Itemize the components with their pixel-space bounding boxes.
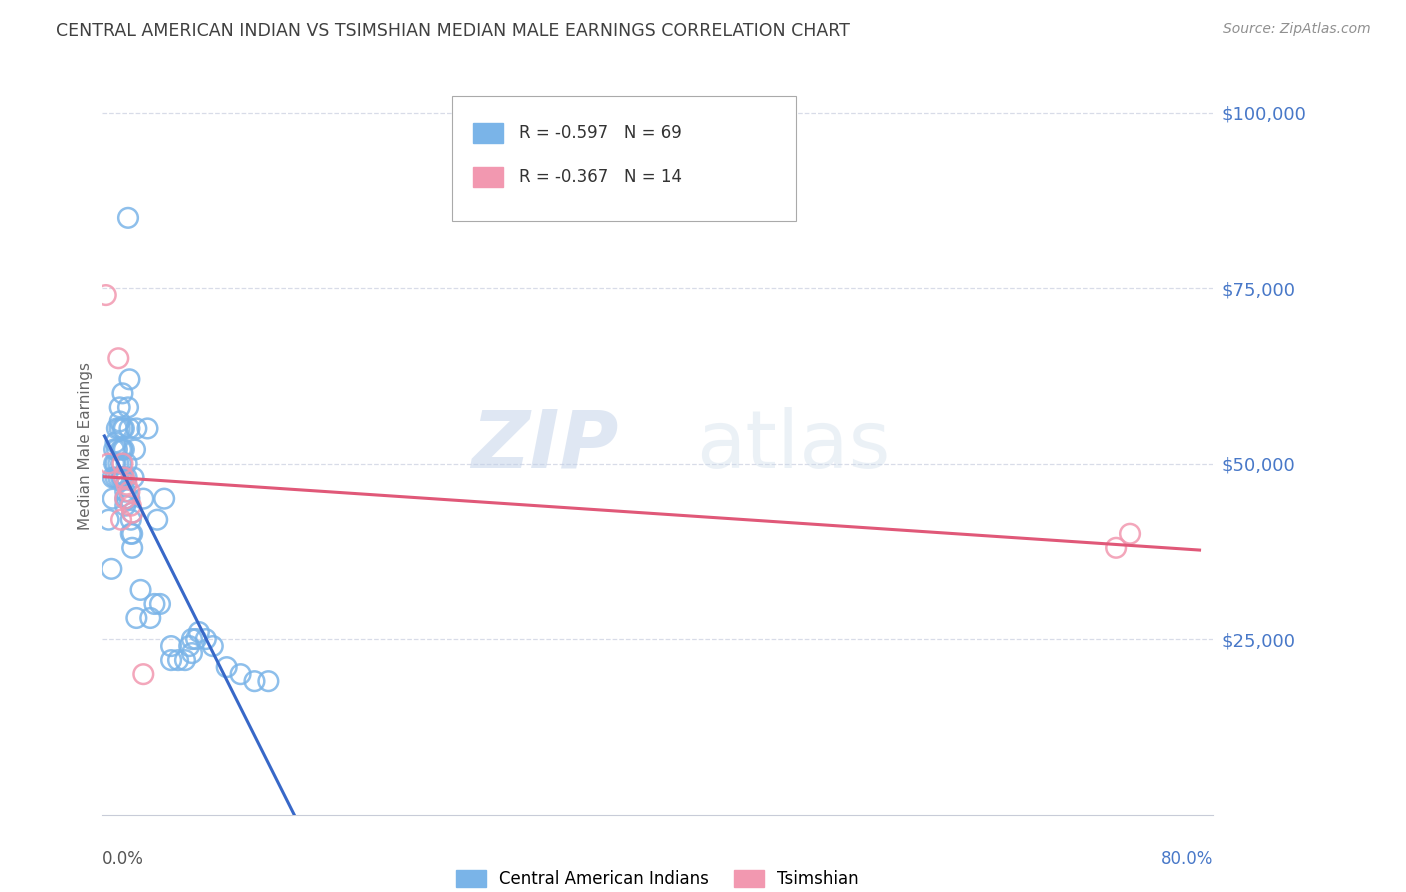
Point	[101, 491, 124, 506]
Point	[112, 470, 135, 484]
Point	[107, 470, 129, 484]
Point	[111, 386, 134, 401]
Text: 0.0%: 0.0%	[101, 850, 143, 868]
Point	[167, 653, 190, 667]
Point	[110, 513, 132, 527]
Point	[114, 484, 136, 499]
Point	[112, 442, 135, 457]
Point	[118, 372, 141, 386]
Point	[257, 674, 280, 689]
Point	[184, 632, 207, 646]
Point	[243, 674, 266, 689]
Point	[115, 491, 138, 506]
Point	[103, 457, 125, 471]
Point	[146, 513, 169, 527]
Point	[120, 526, 142, 541]
Point	[121, 506, 143, 520]
Point	[115, 457, 138, 471]
Point	[111, 470, 134, 484]
Point	[229, 667, 252, 681]
Point	[94, 288, 117, 302]
Point	[118, 491, 141, 506]
FancyBboxPatch shape	[472, 123, 503, 143]
Point	[100, 562, 122, 576]
Point	[107, 351, 129, 366]
Point	[201, 639, 224, 653]
Point	[160, 639, 183, 653]
Text: CENTRAL AMERICAN INDIAN VS TSIMSHIAN MEDIAN MALE EARNINGS CORRELATION CHART: CENTRAL AMERICAN INDIAN VS TSIMSHIAN MED…	[56, 22, 851, 40]
Point	[101, 470, 124, 484]
Point	[111, 442, 134, 457]
Point	[181, 646, 204, 660]
Point	[194, 632, 217, 646]
Text: ZIP: ZIP	[471, 407, 619, 485]
Point	[110, 457, 132, 471]
Point	[143, 597, 166, 611]
Point	[179, 639, 201, 653]
FancyBboxPatch shape	[472, 167, 503, 187]
Text: atlas: atlas	[696, 407, 891, 485]
Point	[117, 211, 139, 225]
Point	[110, 442, 132, 457]
Point	[108, 401, 131, 415]
Point	[111, 457, 134, 471]
Point	[108, 421, 131, 435]
Point	[187, 625, 209, 640]
Point	[97, 457, 120, 471]
Legend: Central American Indians, Tsimshian: Central American Indians, Tsimshian	[450, 863, 866, 892]
Point	[125, 611, 148, 625]
Point	[97, 513, 120, 527]
Text: R = -0.367   N = 14: R = -0.367 N = 14	[519, 168, 682, 186]
Point	[112, 470, 135, 484]
Point	[120, 513, 142, 527]
Point	[104, 470, 127, 484]
Point	[160, 653, 183, 667]
Point	[120, 499, 142, 513]
Point	[132, 667, 155, 681]
Point	[124, 442, 146, 457]
Text: R = -0.597   N = 69: R = -0.597 N = 69	[519, 124, 682, 142]
Point	[129, 582, 152, 597]
Point	[114, 491, 136, 506]
Point	[105, 442, 128, 457]
Point	[215, 660, 238, 674]
Point	[174, 653, 197, 667]
Point	[149, 597, 172, 611]
Point	[103, 442, 125, 457]
Point	[104, 435, 127, 450]
Point	[108, 414, 131, 428]
Point	[125, 421, 148, 435]
Point	[181, 632, 204, 646]
Point	[117, 401, 139, 415]
Point	[1119, 526, 1142, 541]
Point	[121, 506, 143, 520]
Text: 80.0%: 80.0%	[1161, 850, 1213, 868]
Point	[105, 421, 128, 435]
Point	[114, 491, 136, 506]
Point	[1105, 541, 1128, 555]
Point	[136, 421, 159, 435]
Point	[114, 499, 136, 513]
Point	[104, 457, 127, 471]
Point	[139, 611, 162, 625]
Y-axis label: Median Male Earnings: Median Male Earnings	[79, 362, 93, 530]
Point	[110, 470, 132, 484]
Point	[122, 470, 145, 484]
Point	[118, 421, 141, 435]
Point	[121, 541, 143, 555]
Point	[121, 526, 143, 541]
Point	[132, 491, 155, 506]
Text: Source: ZipAtlas.com: Source: ZipAtlas.com	[1223, 22, 1371, 37]
Point	[115, 470, 138, 484]
Point	[115, 477, 138, 491]
Point	[118, 484, 141, 499]
Point	[153, 491, 176, 506]
Point	[112, 421, 135, 435]
Point	[111, 421, 134, 435]
FancyBboxPatch shape	[451, 95, 796, 221]
Point	[107, 457, 129, 471]
